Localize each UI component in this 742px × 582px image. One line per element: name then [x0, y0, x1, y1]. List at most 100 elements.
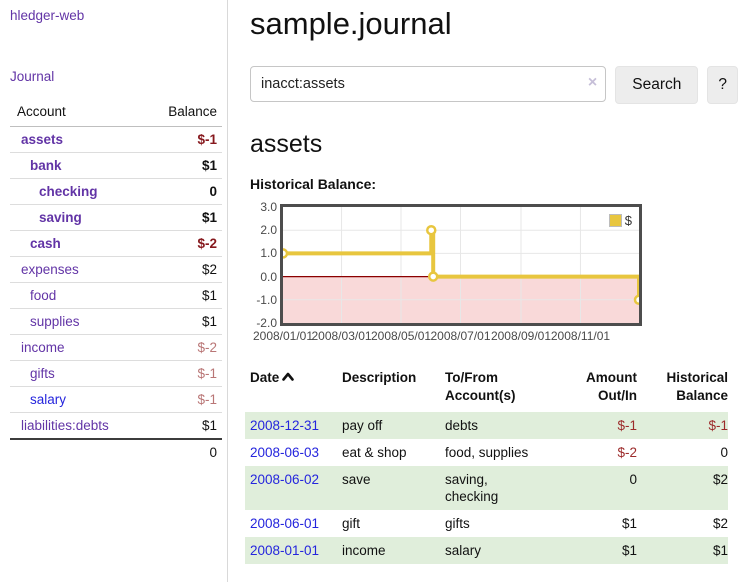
- data-point-marker: [427, 271, 439, 282]
- account-link[interactable]: checking: [39, 184, 98, 199]
- help-button[interactable]: ?: [707, 66, 738, 104]
- data-point-marker: [277, 248, 289, 259]
- transaction-date-link[interactable]: 2008-06-03: [250, 445, 320, 460]
- transaction-accounts-text: gifts: [445, 516, 470, 531]
- transaction-balance: $1: [712, 543, 728, 558]
- accounts-total-balance: 0: [147, 438, 222, 465]
- y-tick-label: 3.0: [260, 200, 277, 214]
- account-row: bank $1: [10, 152, 222, 179]
- account-balance: $1: [147, 308, 222, 335]
- data-point-marker: [426, 224, 437, 236]
- transaction-accounts-text: debts: [445, 418, 479, 433]
- accounts-total-row: 0: [10, 438, 222, 465]
- register-header-date[interactable]: Date: [245, 366, 342, 412]
- account-balance: $1: [147, 412, 222, 440]
- account-row: salary $-1: [10, 386, 222, 413]
- register-header-balance: Historical Balance: [666, 370, 728, 403]
- account-link[interactable]: bank: [30, 158, 62, 173]
- transaction-row: 2008-06-03 eat & shop food, supplies $-2 0: [245, 439, 728, 466]
- chart-title: Historical Balance:: [250, 176, 377, 192]
- chevron-up-icon: [282, 372, 295, 381]
- account-row: liabilities:debts $1: [10, 412, 222, 440]
- account-balance: $2: [147, 256, 222, 283]
- transaction-date-link[interactable]: 2008-01-01: [250, 543, 320, 558]
- transaction-accounts-text: food, supplies: [445, 445, 529, 460]
- x-tick-label: 2008/03/01: [311, 329, 372, 343]
- date-header-label: Date: [250, 370, 280, 385]
- chart-svg: [277, 207, 645, 323]
- transaction-date-link[interactable]: 2008-06-02: [250, 472, 320, 487]
- account-balance: $1: [147, 282, 222, 309]
- account-row: food $1: [10, 282, 222, 309]
- account-row: supplies $1: [10, 308, 222, 335]
- transaction-accounts: saving, checking: [445, 466, 557, 510]
- brand-link[interactable]: hledger-web: [10, 8, 85, 23]
- account-link[interactable]: assets: [21, 132, 64, 147]
- account-heading: assets: [250, 130, 323, 158]
- transaction-amount: $-1: [617, 418, 637, 433]
- accounts-header-row: Account Balance: [10, 100, 222, 127]
- accounts-table: Account Balance assets $-1 bank $1 checking 0…: [10, 100, 222, 465]
- account-balance: $-1: [147, 386, 222, 413]
- register-header-accounts: To/From Account(s): [445, 370, 516, 403]
- account-link[interactable]: salary: [30, 392, 67, 407]
- clear-search-icon[interactable]: ×: [587, 74, 598, 91]
- account-link[interactable]: liabilities:debts: [21, 418, 109, 433]
- transaction-amount: $-2: [617, 445, 637, 460]
- x-tick-label: 2008/11/01: [550, 329, 611, 343]
- chart-legend: $: [608, 213, 632, 228]
- page-title: sample.journal: [250, 6, 452, 41]
- x-tick-label: 2008/09/01: [490, 329, 551, 343]
- transaction-date-cell: 2008-01-01: [245, 537, 342, 564]
- transaction-date-cell: 2008-06-01: [245, 510, 342, 537]
- transaction-description: save: [342, 472, 371, 487]
- account-link[interactable]: food: [30, 288, 57, 303]
- account-row: gifts $-1: [10, 360, 222, 387]
- transaction-description: income: [342, 543, 386, 558]
- transaction-date-link[interactable]: 2008-06-01: [250, 516, 320, 531]
- transaction-amount: 0: [629, 472, 637, 487]
- transaction-accounts-text: saving, checking: [445, 472, 499, 504]
- nav-journal-link[interactable]: Journal: [10, 69, 55, 84]
- historical-balance-chart: 3.0 2.0 1.0 0.0 -1.0 -2.0 $ 2008/01/01 2008/03…: [250, 200, 738, 348]
- account-row: assets $-1: [10, 126, 222, 153]
- search-button[interactable]: Search: [615, 66, 699, 104]
- register-header-description: Description: [342, 370, 417, 385]
- transaction-row: 2008-12-31 pay off debts $-1 $-1: [245, 412, 728, 439]
- transaction-balance: $2: [712, 472, 728, 487]
- y-tick-label: -1.0: [256, 292, 277, 307]
- account-link[interactable]: cash: [30, 236, 61, 251]
- transaction-accounts: debts: [445, 412, 557, 439]
- search-box: ×: [250, 66, 607, 104]
- register-table: Date Description To/From Account(s) Amoun…: [245, 366, 728, 564]
- chart-x-axis: 2008/01/01 2008/03/01 2008/05/01 2008/07/01…: [253, 329, 639, 345]
- account-link[interactable]: expenses: [21, 262, 79, 277]
- account-row: checking 0: [10, 178, 222, 205]
- transaction-date-link[interactable]: 2008-12-31: [250, 418, 320, 433]
- register-header-amount: Amount Out/In: [586, 370, 637, 403]
- account-balance: 0: [147, 178, 222, 205]
- account-link[interactable]: income: [21, 340, 65, 355]
- account-link[interactable]: supplies: [30, 314, 80, 329]
- x-tick-label: 2008/05/01: [370, 329, 432, 343]
- legend-label: $: [624, 213, 632, 228]
- account-balance: $-2: [147, 334, 222, 361]
- x-tick-label: 2008/07/01: [430, 329, 491, 343]
- accounts-header-balance: Balance: [147, 100, 222, 127]
- account-link[interactable]: saving: [39, 210, 82, 225]
- accounts-total-spacer: [10, 438, 148, 465]
- transaction-accounts: food, supplies: [445, 439, 557, 466]
- transaction-balance: $2: [712, 516, 728, 531]
- account-row: income $-2: [10, 334, 222, 361]
- account-link[interactable]: gifts: [30, 366, 55, 381]
- transaction-amount: $1: [621, 516, 637, 531]
- y-tick-label: 2.0: [260, 223, 277, 238]
- transaction-balance: $-1: [708, 418, 728, 433]
- register-header-row: Date Description To/From Account(s) Amoun…: [245, 366, 728, 412]
- transaction-description: pay off: [342, 418, 383, 433]
- search-input[interactable]: [250, 66, 607, 102]
- y-tick-label: 0.0: [260, 269, 277, 284]
- account-row: expenses $2: [10, 256, 222, 283]
- transaction-balance: 0: [720, 445, 728, 460]
- transaction-row: 2008-06-02 save saving, checking 0 $2: [245, 466, 728, 510]
